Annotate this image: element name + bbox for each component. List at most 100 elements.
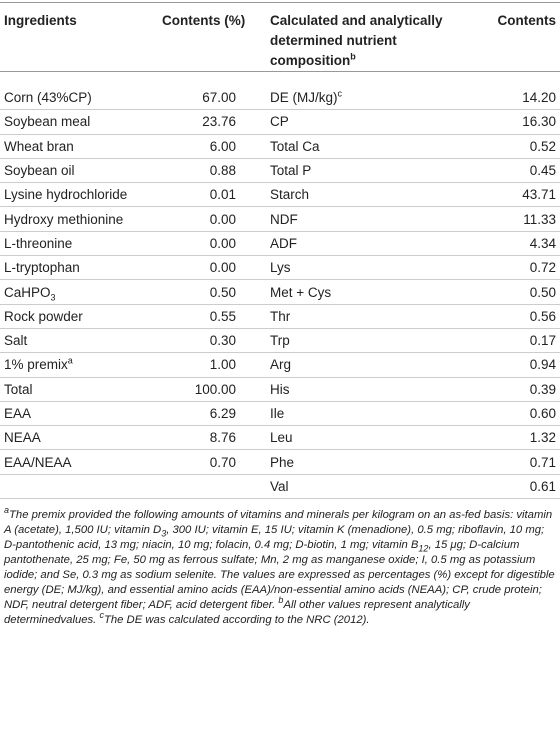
table-row: Hydroxy methionine 0.00 NDF 11.33 [0, 206, 560, 232]
footnote-text: The DE was calculated according to the N… [103, 614, 370, 627]
header-cell: Ingredients [0, 2, 156, 72]
subscript: 12 [418, 543, 429, 554]
superscript: c [337, 88, 343, 99]
table-cell: 0.60 [450, 401, 560, 427]
table-cell: 0.55 [156, 304, 266, 329]
table-cell: 6.29 [156, 401, 266, 427]
table-cell: 0.45 [450, 158, 560, 184]
table-cell [0, 474, 156, 500]
table-cell: 1.00 [156, 352, 266, 378]
table-row: Rock powder 0.55 Thr 0.56 [0, 304, 560, 329]
table-cell: Soybean meal [0, 109, 156, 135]
table-cell: 0.01 [156, 182, 266, 208]
footnote-text: , 15 μg; D-calcium pantothenate, 25 mg; … [4, 539, 555, 612]
table-row: Total 100.00 His 0.39 [0, 377, 560, 402]
table-row: L-threonine 0.00 ADF 4.34 [0, 231, 560, 257]
table-cell: 16.30 [450, 109, 560, 135]
header-row: Ingredients Contents (%) Calculated and an… [0, 2, 560, 72]
table-row: 1% premixa 1.00 Arg 0.94 [0, 352, 560, 378]
table-cell: 0.94 [450, 352, 560, 378]
table-cell: 0.70 [156, 449, 266, 475]
superscript: c [99, 610, 104, 621]
table-cell: Wheat bran [0, 134, 156, 159]
table-cell: CaHPO3 [0, 279, 156, 305]
table-cell: Corn (43%CP) [0, 71, 156, 111]
table-cell: DE (MJ/kg)c [266, 71, 450, 111]
table-cell: Total Ca [266, 134, 450, 159]
table-row: Corn (43%CP) 67.00 DE (MJ/kg)c 14.20 [0, 71, 560, 111]
table-cell: Rock powder [0, 304, 156, 329]
table-row: L-tryptophan 0.00 Lys 0.72 [0, 255, 560, 281]
table-cell: NEAA [0, 425, 156, 451]
table-cell: 0.56 [450, 304, 560, 329]
table-cell: 4.34 [450, 231, 560, 257]
table-cell: Met + Cys [266, 279, 450, 305]
superscript: a [67, 355, 73, 366]
table-cell: 67.00 [156, 71, 266, 111]
table-cell: 0.52 [450, 134, 560, 159]
footnote: aThe premix provided the following amoun… [4, 506, 556, 628]
table-cell: Arg [266, 352, 450, 378]
header-cell: Contents [450, 2, 560, 72]
table-cell: 1.32 [450, 425, 560, 451]
table-cell: L-tryptophan [0, 255, 156, 281]
subscript: 3 [161, 528, 167, 539]
cell-text: CaHPO [4, 284, 51, 300]
superscript: b [350, 51, 356, 62]
table-cell: 100.00 [156, 377, 266, 402]
table-row: Val 0.61 [0, 474, 560, 500]
table-row: EAA/NEAA 0.70 Phe 0.71 [0, 449, 560, 475]
header-cell: Calculated and analytically determined n… [266, 2, 450, 72]
table-cell: 6.00 [156, 134, 266, 159]
table-cell: 0.00 [156, 206, 266, 232]
table-cell: 0.39 [450, 377, 560, 402]
table-cell: 8.76 [156, 425, 266, 451]
cell-text: DE (MJ/kg) [270, 90, 338, 106]
table-cell: Lys [266, 255, 450, 281]
table-row: NEAA 8.76 Leu 1.32 [0, 425, 560, 451]
table-row: Lysine hydrochloride 0.01 Starch 43.71 [0, 182, 560, 208]
table-cell: 0.17 [450, 328, 560, 354]
subscript: 3 [50, 292, 56, 303]
table-cell: 0.30 [156, 328, 266, 354]
table-cell: Val [266, 474, 450, 500]
table-row: Wheat bran 6.00 Total Ca 0.52 [0, 134, 560, 159]
table-cell: 0.71 [450, 449, 560, 475]
table-cell: 11.33 [450, 206, 560, 232]
table-cell: His [266, 377, 450, 402]
table-cell: 43.71 [450, 182, 560, 208]
table-cell: Ile [266, 401, 450, 427]
cell-text: 1% premix [4, 357, 68, 373]
table-row: Salt 0.30 Trp 0.17 [0, 328, 560, 354]
table-cell: ADF [266, 231, 450, 257]
table-row: EAA 6.29 Ile 0.60 [0, 401, 560, 427]
table-cell: EAA/NEAA [0, 449, 156, 475]
table-cell: Phe [266, 449, 450, 475]
table-cell [156, 474, 266, 500]
table-cell: Hydroxy methionine [0, 206, 156, 232]
cell-text: Calculated and analytically determined n… [270, 13, 443, 68]
table-cell: Lysine hydrochloride [0, 182, 156, 208]
table-cell: 0.50 [156, 279, 266, 305]
table-row: Soybean oil 0.88 Total P 0.45 [0, 158, 560, 184]
table-cell: L-threonine [0, 231, 156, 257]
table-row: CaHPO3 0.50 Met + Cys 0.50 [0, 279, 560, 305]
table-cell: 1% premixa [0, 352, 156, 378]
table-cell: Trp [266, 328, 450, 354]
table-row: Soybean meal 23.76 CP 16.30 [0, 109, 560, 135]
table-cell: 0.00 [156, 231, 266, 257]
header-cell: Contents (%) [156, 2, 266, 72]
table-cell: EAA [0, 401, 156, 427]
table-cell: 0.50 [450, 279, 560, 305]
table-cell: Total P [266, 158, 450, 184]
table-cell: Starch [266, 182, 450, 208]
table-cell: 0.72 [450, 255, 560, 281]
table-cell: Total [0, 377, 156, 402]
table-cell: 0.88 [156, 158, 266, 184]
table-cell: 0.00 [156, 255, 266, 281]
table-body: Corn (43%CP) 67.00 DE (MJ/kg)c 14.20 Soybean… [0, 71, 560, 500]
table-cell: 14.20 [450, 71, 560, 111]
table-cell: Soybean oil [0, 158, 156, 184]
footnote-text: The premix provided the following amount… [4, 509, 553, 537]
nutrient-table: Ingredients Contents (%) Calculated and an… [0, 2, 560, 500]
